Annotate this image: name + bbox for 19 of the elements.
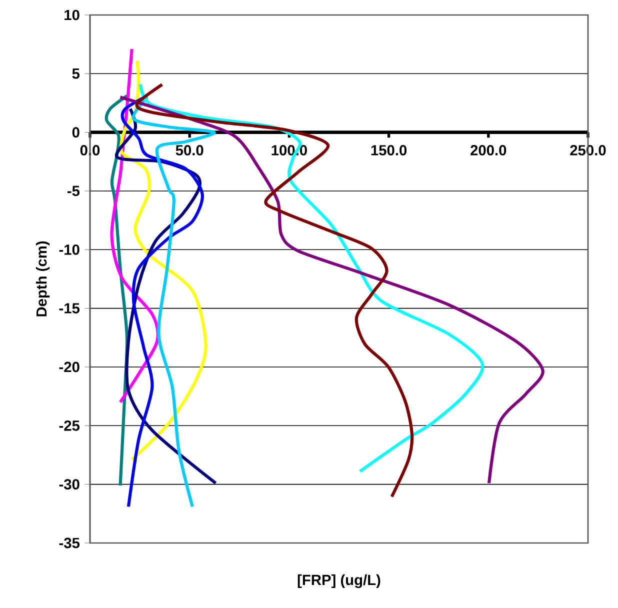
line-series bbox=[118, 96, 544, 485]
y-tick-label: -30 bbox=[59, 479, 80, 490]
x-tick-label: 50.0 bbox=[176, 145, 204, 156]
y-tick-label: -5 bbox=[67, 186, 80, 196]
x-tick-label: 200.0 bbox=[470, 145, 506, 156]
x-axis-title: [FRP] (ug/L) bbox=[298, 574, 380, 588]
y-tick-label: 10 bbox=[64, 10, 80, 20]
y-tick-label: -10 bbox=[59, 244, 80, 255]
y-tick-label: -20 bbox=[59, 362, 80, 372]
line-series bbox=[120, 94, 204, 508]
y-tick-label: 5 bbox=[72, 68, 80, 79]
x-tick-label: 150.0 bbox=[371, 145, 407, 156]
y-tick-label: -25 bbox=[59, 420, 80, 431]
y-tick-label: -15 bbox=[59, 303, 80, 314]
line-series bbox=[132, 96, 216, 508]
y-tick-label: 0 bbox=[72, 127, 80, 138]
line-series bbox=[135, 83, 414, 498]
y-axis-title: Depth (cm) bbox=[36, 241, 50, 316]
y-tick-label: -35 bbox=[59, 538, 80, 548]
